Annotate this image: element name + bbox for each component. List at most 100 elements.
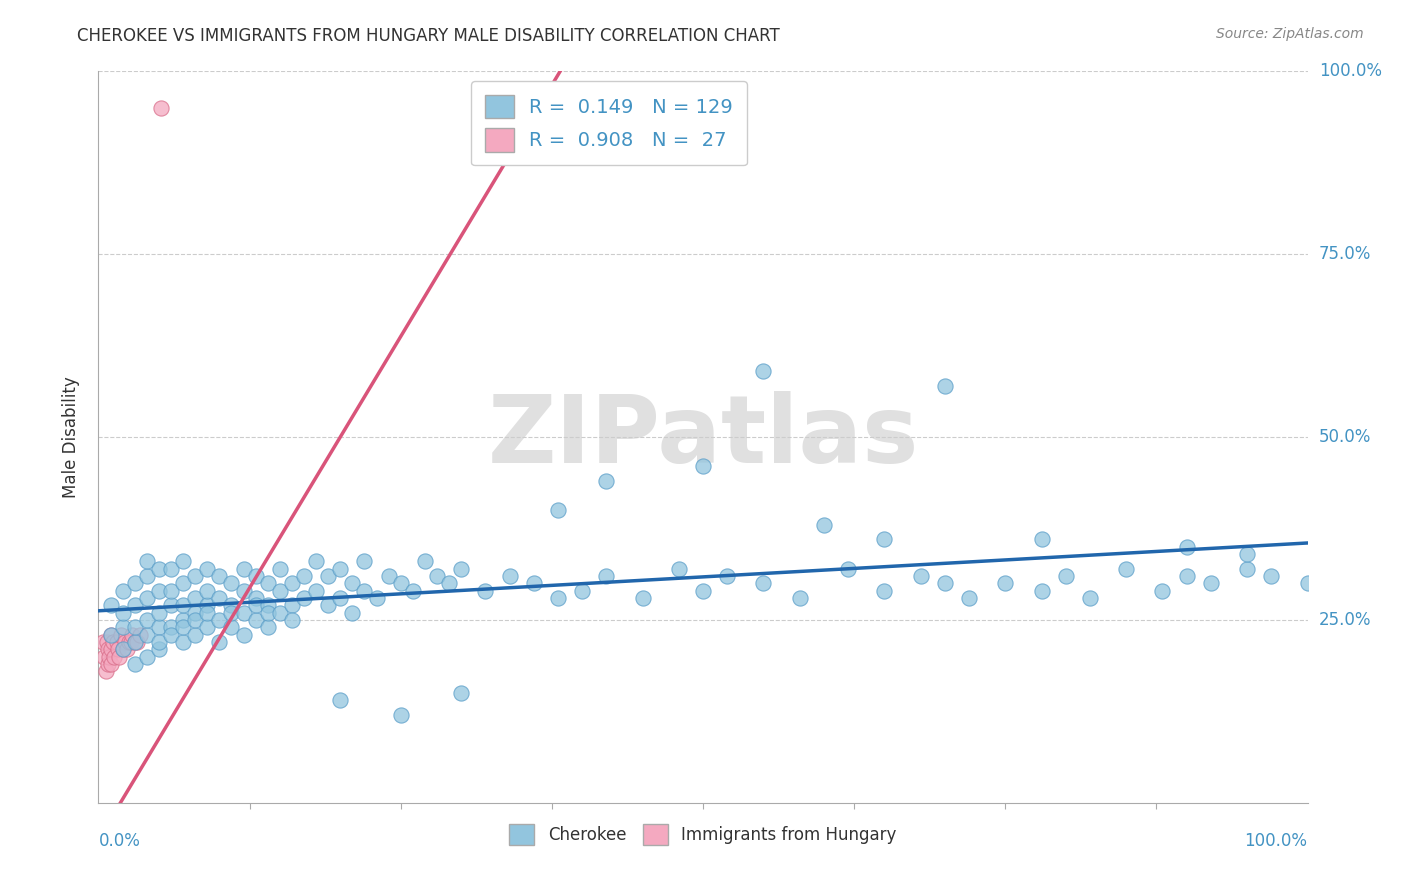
Point (172, 620, 194, 634)
Point (111, 642, 134, 657)
Point (100, 627, 122, 641)
Point (110, 627, 132, 641)
Point (813, 517, 835, 532)
Point (148, 583, 170, 598)
Point (668, 562, 690, 576)
Text: 0.0%: 0.0% (98, 832, 141, 850)
Point (1236, 547, 1258, 561)
Point (160, 562, 183, 576)
Point (595, 474, 617, 488)
Point (316, 569, 339, 583)
Point (437, 576, 460, 591)
Point (195, 620, 218, 634)
Point (474, 583, 496, 598)
Point (1031, 533, 1053, 547)
Point (934, 379, 956, 393)
Point (402, 583, 425, 598)
Point (281, 576, 304, 591)
Point (571, 583, 593, 598)
Point (160, 627, 183, 641)
Point (692, 459, 714, 474)
Point (547, 503, 569, 517)
Point (94, 664, 117, 678)
Point (245, 613, 267, 627)
Point (1296, 576, 1319, 591)
Point (135, 613, 157, 627)
Point (547, 591, 569, 605)
Point (195, 562, 218, 576)
Point (1152, 583, 1174, 598)
Point (245, 599, 267, 613)
Point (595, 569, 617, 583)
Point (413, 554, 436, 568)
Point (232, 562, 254, 576)
Point (96, 635, 118, 649)
Point (692, 583, 714, 598)
Point (389, 708, 412, 723)
Point (873, 583, 896, 598)
Point (148, 635, 170, 649)
Text: 25.0%: 25.0% (1319, 611, 1371, 629)
Point (269, 606, 291, 620)
Point (208, 591, 231, 605)
Point (160, 599, 183, 613)
Point (389, 576, 412, 591)
Point (1199, 576, 1222, 591)
Point (342, 606, 364, 620)
Text: 50.0%: 50.0% (1319, 428, 1371, 446)
Point (245, 591, 267, 605)
Point (208, 613, 231, 627)
Point (97, 642, 120, 657)
Point (256, 606, 278, 620)
Point (1175, 569, 1198, 583)
Point (1236, 562, 1258, 576)
Point (934, 576, 956, 591)
Point (342, 576, 364, 591)
Point (1078, 591, 1101, 605)
Point (135, 554, 157, 568)
Text: CHEROKEE VS IMMIGRANTS FROM HUNGARY MALE DISABILITY CORRELATION CHART: CHEROKEE VS IMMIGRANTS FROM HUNGARY MALE… (77, 27, 780, 45)
Point (135, 627, 157, 641)
Point (1115, 562, 1137, 576)
Point (101, 635, 124, 649)
Point (329, 591, 352, 605)
Point (100, 642, 122, 657)
Point (97, 657, 120, 671)
Point (111, 620, 134, 634)
Point (91, 635, 114, 649)
Point (353, 583, 375, 598)
Point (523, 576, 546, 591)
Point (269, 562, 291, 576)
Point (105, 635, 128, 649)
Text: ZIPatlas: ZIPatlas (488, 391, 918, 483)
Point (195, 583, 218, 598)
Text: 75.0%: 75.0% (1319, 245, 1371, 263)
Point (103, 649, 125, 664)
Point (124, 657, 146, 671)
Point (172, 599, 194, 613)
Point (910, 569, 932, 583)
Point (450, 562, 472, 576)
Point (221, 606, 243, 620)
Point (245, 569, 267, 583)
Point (135, 569, 157, 583)
Point (1260, 569, 1282, 583)
Point (208, 635, 231, 649)
Point (148, 606, 170, 620)
Point (172, 613, 194, 627)
Text: Source: ZipAtlas.com: Source: ZipAtlas.com (1216, 27, 1364, 41)
Point (114, 635, 136, 649)
Point (100, 627, 122, 641)
Point (316, 599, 339, 613)
Point (111, 642, 134, 657)
Point (148, 642, 170, 657)
Point (716, 569, 738, 583)
Point (1175, 540, 1198, 554)
Point (118, 635, 141, 649)
Point (184, 569, 207, 583)
Point (305, 583, 328, 598)
Point (221, 620, 243, 634)
Point (450, 686, 472, 700)
Point (127, 635, 149, 649)
Point (329, 693, 352, 707)
